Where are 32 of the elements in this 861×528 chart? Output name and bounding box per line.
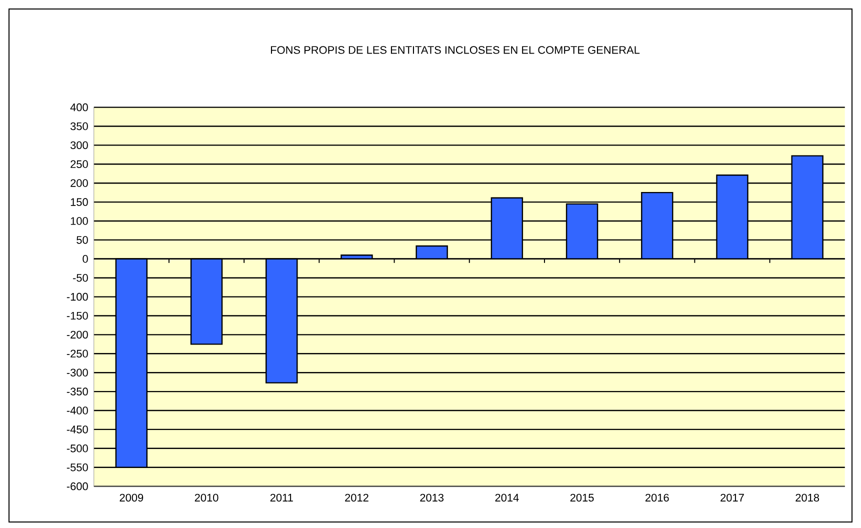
y-tick-label: 200 (70, 179, 88, 187)
y-tick-label: 150 (70, 198, 88, 206)
x-tick-label: 2016 (645, 494, 669, 502)
y-tick-label: -350 (66, 388, 88, 396)
x-tick-label: 2017 (720, 494, 744, 502)
x-tick-label: 2018 (796, 494, 820, 502)
y-tick-label: -600 (66, 482, 88, 490)
x-tick-label: 2009 (120, 494, 144, 502)
y-tick-label: -400 (66, 406, 88, 414)
x-tick-label: 2011 (270, 494, 293, 502)
y-tick-label: -100 (66, 292, 88, 301)
x-tick-label: 2014 (495, 494, 519, 502)
y-tick-label: 100 (70, 217, 88, 225)
y-tick-label: 250 (70, 160, 88, 168)
y-tick-label: 350 (70, 122, 88, 130)
chart-title: FONS PROPIS DE LES ENTITATS INCLOSES EN EL COMPTE GENERAL (270, 46, 640, 54)
y-tick-label: 0 (82, 255, 88, 263)
y-tick-label: 50 (76, 236, 88, 244)
y-tick-label: -550 (66, 463, 88, 472)
x-tick-label: 2013 (420, 494, 444, 502)
x-tick-label: 2015 (570, 494, 594, 502)
x-tick-label: 2012 (345, 494, 368, 502)
x-tick-label: 2010 (194, 494, 218, 502)
y-tick-label: -50 (73, 274, 88, 282)
y-tick-label: -150 (66, 312, 88, 320)
y-tick-label: 300 (70, 141, 88, 150)
y-tick-label: -250 (66, 350, 88, 358)
y-tick-label: -450 (66, 426, 88, 434)
y-tick-label: -200 (66, 330, 88, 339)
y-tick-label: -300 (66, 368, 88, 376)
y-tick-label: 400 (70, 103, 88, 112)
y-tick-label: -500 (66, 444, 88, 452)
